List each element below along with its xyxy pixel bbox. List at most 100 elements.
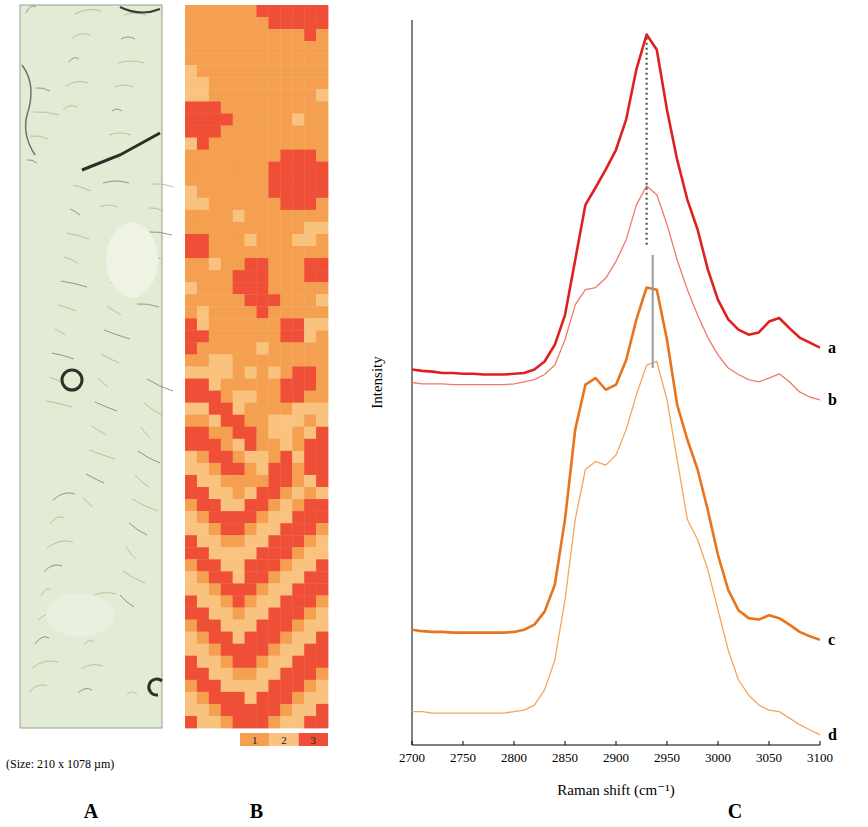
map-cell — [316, 126, 328, 138]
map-cell — [257, 101, 269, 113]
map-cell — [233, 77, 245, 89]
map-cell — [245, 487, 257, 499]
map-cell — [197, 5, 209, 17]
map-cell — [316, 451, 328, 463]
map-cell — [197, 499, 209, 511]
map-cell — [209, 53, 221, 65]
map-cell — [221, 270, 233, 282]
map-cell — [257, 17, 269, 29]
map-cell — [292, 210, 304, 222]
spectrum — [412, 361, 820, 734]
map-cell — [245, 644, 257, 656]
map-cell — [304, 620, 316, 632]
map-cell — [233, 222, 245, 234]
map-cell — [292, 523, 304, 535]
map-cell — [280, 342, 292, 354]
map-cell — [233, 608, 245, 620]
map-cell — [221, 342, 233, 354]
map-cell — [233, 475, 245, 487]
map-cell — [221, 65, 233, 77]
map-cell — [233, 186, 245, 198]
map-cell — [233, 41, 245, 53]
map-cell — [316, 571, 328, 583]
map-cell — [292, 306, 304, 318]
map-cell — [316, 282, 328, 294]
map-cell — [268, 41, 280, 53]
map-cell — [233, 403, 245, 415]
map-cell — [304, 210, 316, 222]
map-cell — [268, 499, 280, 511]
map-cell — [197, 511, 209, 523]
colorbar-segment — [269, 733, 298, 746]
panel-letter: C — [728, 800, 742, 822]
map-cell — [233, 439, 245, 451]
map-cell — [185, 367, 197, 379]
map-cell — [221, 668, 233, 680]
map-cell — [221, 620, 233, 632]
map-cell — [209, 403, 221, 415]
map-cell — [209, 595, 221, 607]
texture — [92, 426, 106, 435]
map-cell — [292, 547, 304, 559]
map-cell — [257, 258, 269, 270]
map-cell — [304, 475, 316, 487]
map-cell — [257, 342, 269, 354]
texture — [75, 10, 101, 14]
map-cell — [292, 427, 304, 439]
map-cell — [185, 29, 197, 41]
map-cell — [304, 451, 316, 463]
map-cell — [292, 222, 304, 234]
map-cell — [257, 499, 269, 511]
map-cell — [245, 29, 257, 41]
texture — [50, 517, 64, 524]
map-cell — [209, 692, 221, 704]
map-cell — [280, 511, 292, 523]
map-cell — [292, 354, 304, 366]
map-cell — [268, 571, 280, 583]
texture — [44, 565, 62, 572]
map-cell — [197, 330, 209, 342]
map-cell — [304, 415, 316, 427]
map-cell — [304, 294, 316, 306]
map-cell — [268, 150, 280, 162]
map-cell — [304, 680, 316, 692]
map-cell — [292, 620, 304, 632]
map-cell — [185, 234, 197, 246]
map-cell — [257, 704, 269, 716]
colorbar-label: 2 — [281, 734, 287, 746]
map-cell — [257, 282, 269, 294]
map-cell — [197, 644, 209, 656]
texture — [107, 306, 121, 315]
map-cell — [304, 270, 316, 282]
map-cell — [316, 29, 328, 41]
map-cell — [185, 571, 197, 583]
texture — [78, 689, 92, 693]
map-cell — [245, 451, 257, 463]
map-cell — [245, 523, 257, 535]
map-cell — [209, 583, 221, 595]
map-cell — [257, 391, 269, 403]
map-cell — [233, 29, 245, 41]
map-cell — [316, 547, 328, 559]
map-cell — [185, 620, 197, 632]
map-cell — [209, 716, 221, 728]
map-cell — [292, 113, 304, 125]
map-cell — [245, 65, 257, 77]
map-cell — [197, 29, 209, 41]
map-cell — [221, 258, 233, 270]
map-cell — [268, 354, 280, 366]
map-cell — [221, 595, 233, 607]
map-cell — [316, 559, 328, 571]
map-cell — [221, 330, 233, 342]
cluster-map — [185, 5, 328, 728]
map-cell — [304, 583, 316, 595]
map-cell — [268, 716, 280, 728]
map-cell — [268, 101, 280, 113]
texture — [100, 205, 118, 207]
map-cell — [304, 306, 316, 318]
map-cell — [257, 318, 269, 330]
map-cell — [245, 656, 257, 668]
texture — [129, 523, 147, 535]
texture — [67, 233, 89, 239]
map-cell — [257, 680, 269, 692]
